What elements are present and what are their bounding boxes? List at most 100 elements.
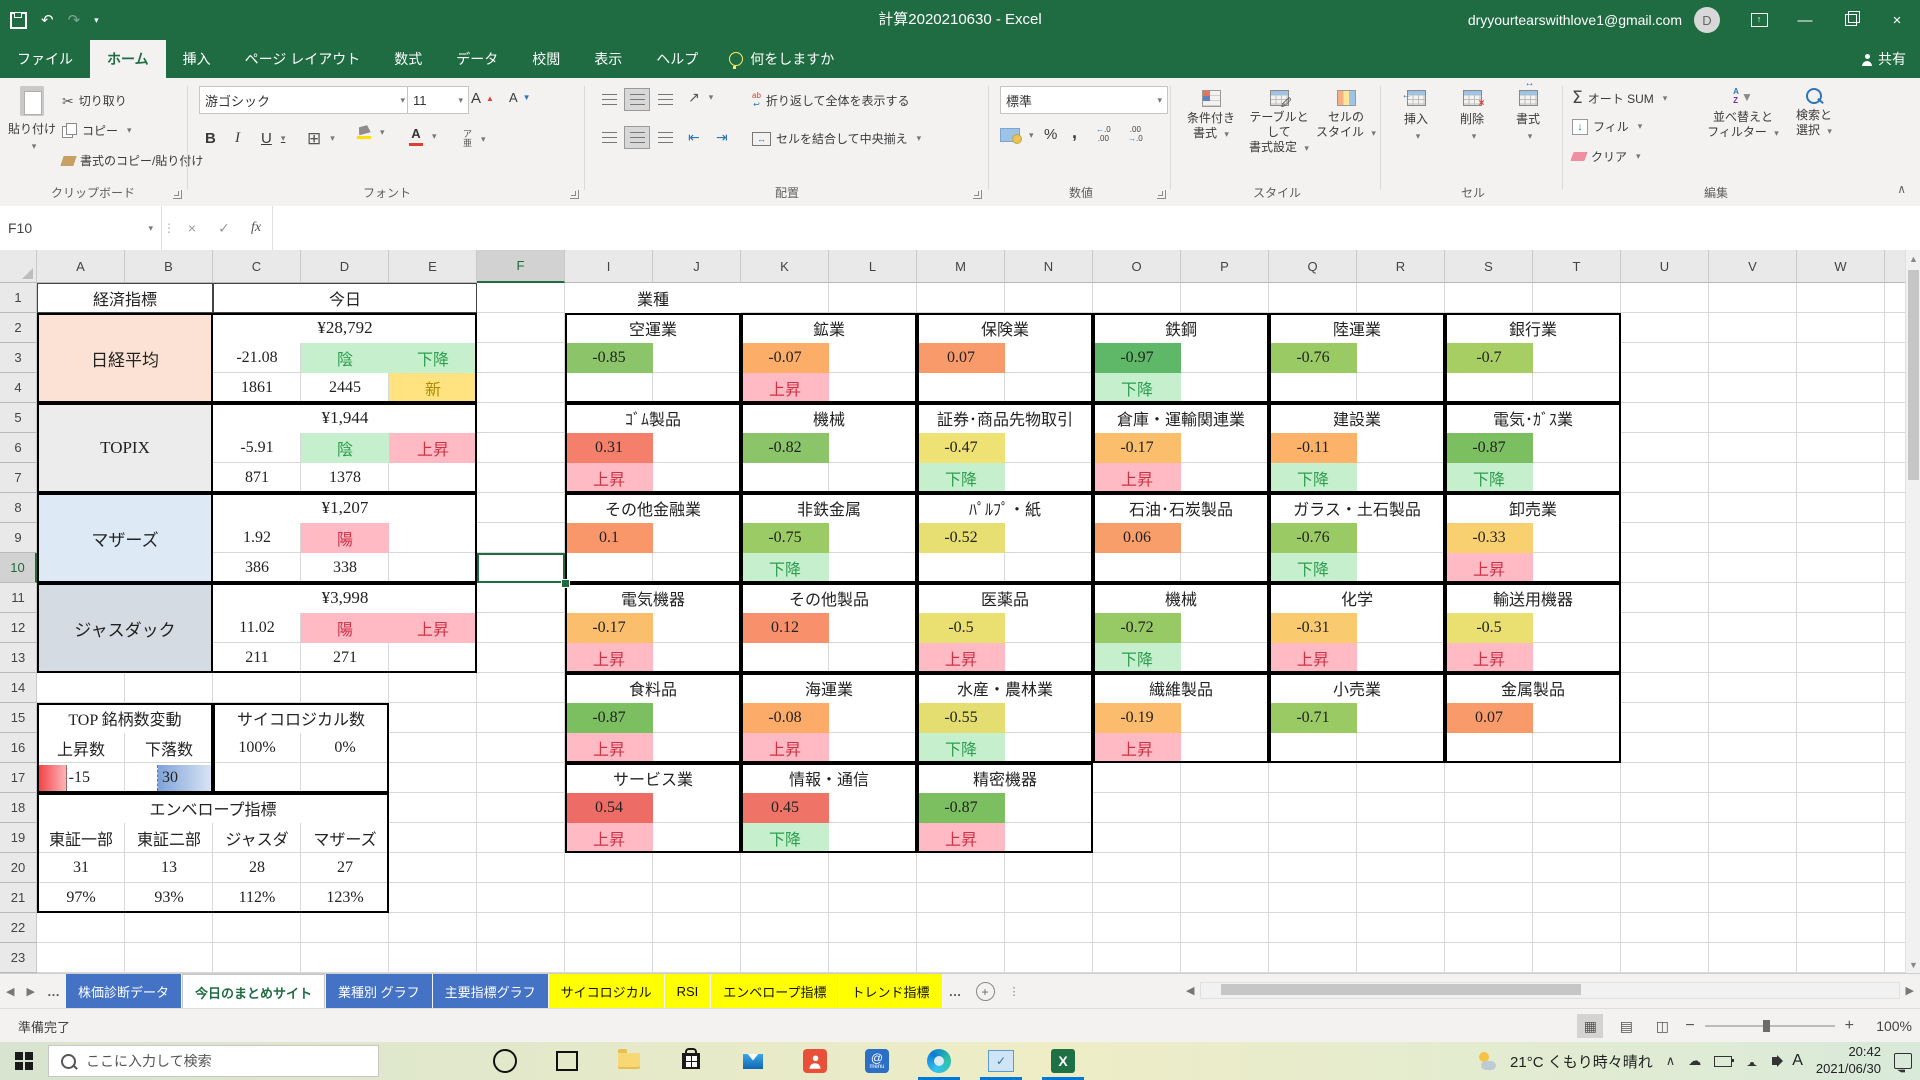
cell-C16[interactable]: 100% [238, 739, 276, 756]
row-header-21[interactable]: 21 [0, 883, 37, 913]
cell-C20[interactable]: 28 [249, 859, 265, 876]
cell-O6[interactable]: -0.17 [1093, 433, 1181, 463]
cell-O2[interactable]: 鉄鋼 [1093, 313, 1269, 343]
menu-tab-データ[interactable]: データ [456, 51, 499, 67]
cell-B20[interactable]: 13 [161, 859, 177, 876]
column-header-B[interactable]: B [125, 250, 213, 283]
zoom-slider[interactable] [1704, 1020, 1835, 1032]
enter-formula-button[interactable]: ✓ [218, 219, 230, 236]
menu-tab-ページ レイアウト[interactable]: ページ レイアウト [244, 51, 361, 67]
column-header-V[interactable]: V [1709, 250, 1797, 283]
fill-color-button[interactable]: ▾ [357, 126, 385, 139]
cell-Q13[interactable]: 上昇 [1269, 643, 1357, 673]
cell-M17[interactable]: 精密機器 [917, 763, 1093, 793]
menu-tab-ホーム[interactable]: ホーム [90, 40, 166, 78]
cell-D10[interactable]: 338 [333, 559, 357, 576]
sheet-tab-RSI[interactable]: RSI [664, 974, 711, 1009]
cell-Q2[interactable]: 陸運業 [1269, 313, 1445, 343]
wrap-text-button[interactable]: ab ↩ 折り返して全体を表示する [752, 91, 910, 109]
cell-C12[interactable]: 11.02 [239, 619, 275, 636]
page-layout-view-button[interactable]: ▤ [1619, 1017, 1633, 1034]
sheet-tab-トレンド指標[interactable]: トレンド指標 [839, 974, 942, 1009]
row-header-20[interactable]: 20 [0, 853, 37, 883]
orientation-button[interactable]: ↗ ▾ [688, 89, 714, 105]
cell-K17[interactable]: 情報・通信 [741, 763, 917, 793]
column-header-N[interactable]: N [1005, 250, 1093, 283]
sheet-tab-業種別 グラフ[interactable]: 業種別 グラフ [325, 974, 432, 1009]
hidden-icons-chevron[interactable]: ∧ [1665, 1053, 1676, 1068]
ime-indicator[interactable]: A [1792, 1052, 1803, 1069]
cell-I17[interactable]: サービス業 [565, 763, 741, 793]
microsoft-store-button[interactable] [660, 1042, 722, 1080]
cell-A11[interactable]: ジャスダック [37, 583, 213, 673]
select-all-corner[interactable] [0, 250, 37, 283]
cell-C9[interactable]: 1.92 [243, 529, 271, 546]
cell-K15[interactable]: -0.08 [741, 703, 829, 733]
conditional-formatting-button[interactable]: 条件付き 書式 ▾ [1178, 90, 1244, 141]
paste-button[interactable]: 貼り付け ▾ [8, 86, 56, 152]
cell-S8[interactable]: 卸売業 [1445, 493, 1621, 523]
column-header-O[interactable]: O [1093, 250, 1181, 283]
cell-C5[interactable]: ¥1,944 [213, 403, 477, 433]
cell-O3[interactable]: -0.97 [1093, 343, 1181, 373]
column-header-K[interactable]: K [741, 250, 829, 283]
clipboard-dialog-launcher[interactable] [173, 190, 182, 199]
borders-button[interactable]: ⊞ ▾ [307, 129, 335, 148]
cell-A17[interactable]: -15 [37, 763, 125, 793]
scroll-right-arrow[interactable]: ▶ [1905, 985, 1914, 997]
action-center-icon[interactable] [1894, 1053, 1912, 1069]
redo-icon[interactable]: ↷ [67, 11, 81, 29]
start-button[interactable] [0, 1052, 48, 1070]
row-header-16[interactable]: 16 [0, 733, 37, 763]
cell-A18[interactable]: エンベロープ指標 [37, 793, 389, 823]
cell-K8[interactable]: 非鉄金属 [741, 493, 917, 523]
increase-decimal-button[interactable]: ←.0.00 [1096, 125, 1111, 144]
menu-tab-挿入[interactable]: 挿入 [182, 51, 211, 67]
column-header-L[interactable]: L [829, 250, 917, 283]
undo-icon[interactable]: ↶ [41, 11, 54, 29]
cell-A19[interactable]: 東証一部 [48, 832, 113, 849]
excel-button[interactable]: X [1032, 1042, 1094, 1080]
cell-K19[interactable]: 下降 [741, 823, 829, 853]
bold-button[interactable]: B [205, 130, 216, 147]
sheet-tabs-more-right[interactable]: … [948, 984, 962, 999]
sheet-tab-サイコロジカル[interactable]: サイコロジカル [548, 974, 664, 1009]
cell-A2[interactable]: 日経平均 [37, 313, 213, 403]
column-header-J[interactable]: J [653, 250, 741, 283]
sheet-nav-left-icon[interactable]: ◀ [6, 986, 15, 998]
column-header-M[interactable]: M [917, 250, 1005, 283]
cell-I7[interactable]: 上昇 [565, 463, 653, 493]
cell-M15[interactable]: -0.55 [917, 703, 1005, 733]
align-bottom-button[interactable] [652, 88, 678, 111]
align-center-button[interactable] [624, 126, 650, 149]
insert-function-button[interactable]: fx [250, 220, 262, 235]
row-header-12[interactable]: 12 [0, 613, 37, 643]
cell-A16[interactable]: 上昇数 [56, 742, 105, 759]
sheet-tab-株価診断データ[interactable]: 株価診断データ [65, 974, 181, 1009]
delete-cells-button[interactable]: × 削除 ▾ [1448, 90, 1496, 142]
edge-button[interactable] [908, 1042, 970, 1080]
cell-I6[interactable]: 0.31 [565, 433, 653, 463]
format-painter-button[interactable]: 書式のコピー/貼り付け [60, 152, 203, 169]
increase-indent-button[interactable]: ⇥ [716, 130, 728, 144]
cell-A1[interactable]: 経済指標 [37, 283, 213, 313]
cancel-formula-button[interactable]: × [187, 220, 197, 236]
meeting-app-button[interactable]: ✓ [970, 1042, 1032, 1080]
column-header-C[interactable]: C [213, 250, 301, 283]
cell-C15[interactable]: サイコロジカル数 [213, 703, 389, 733]
column-header-A[interactable]: A [37, 250, 125, 283]
cell-D12[interactable]: 陽 [301, 613, 389, 643]
cell-C3[interactable]: -21.08 [236, 349, 278, 366]
cell-K16[interactable]: 上昇 [741, 733, 829, 763]
cell-A8[interactable]: マザーズ [37, 493, 213, 583]
format-cells-button[interactable]: ↔ 書式 ▾ [1515, 78, 1540, 142]
formula-input[interactable] [272, 206, 1920, 250]
row-header-18[interactable]: 18 [0, 793, 37, 823]
align-left-button[interactable] [596, 126, 622, 149]
cell-M11[interactable]: 医薬品 [917, 583, 1093, 613]
cell-D7[interactable]: 1378 [329, 469, 361, 486]
copy-button[interactable]: コピー ▾ [62, 122, 132, 139]
cell-K11[interactable]: その他製品 [741, 583, 917, 613]
cell-Q5[interactable]: 建設業 [1269, 403, 1445, 433]
column-header-X[interactable]: X [1885, 250, 1905, 283]
